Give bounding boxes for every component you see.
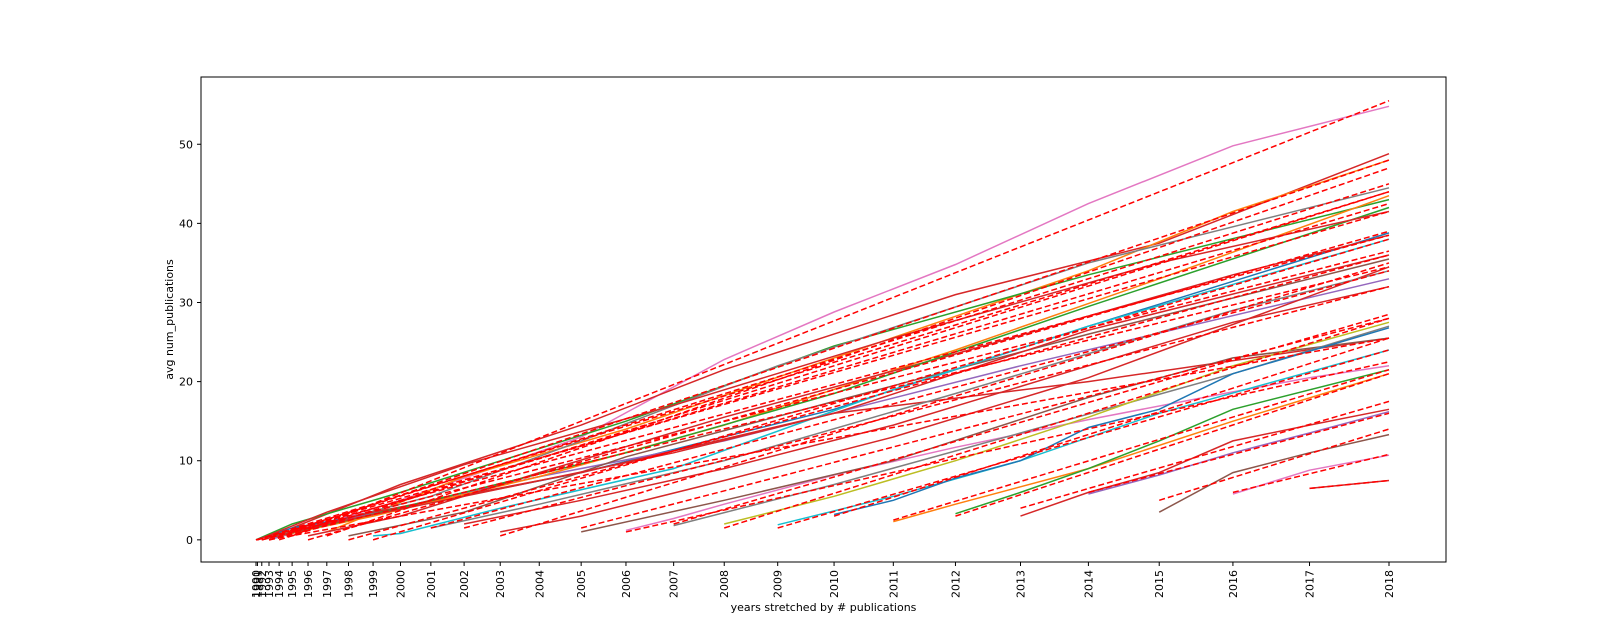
- series-line: [1158, 433, 1390, 513]
- x-tick-label: 2017: [1304, 570, 1317, 598]
- series-line: [257, 210, 1390, 541]
- y-tick-label: 20: [179, 376, 193, 389]
- series-line: [291, 153, 1390, 529]
- x-tick-label: 2004: [533, 570, 546, 598]
- fit-line: [255, 234, 1390, 541]
- x-tick-label: 2012: [949, 570, 962, 598]
- fit-line: [625, 361, 1390, 533]
- fit-line: [500, 262, 1390, 537]
- series-line: [833, 327, 1390, 516]
- y-tick-label: 10: [179, 455, 193, 468]
- x-tick-label: 2015: [1153, 570, 1166, 598]
- series-line: [373, 238, 1390, 537]
- fit-line: [1158, 428, 1390, 502]
- x-tick-label: 1997: [321, 570, 334, 598]
- fit-line: [430, 270, 1390, 529]
- y-axis: 0 10 20 30 40 50: [179, 138, 201, 547]
- x-tick-label: 2009: [772, 570, 785, 598]
- y-axis-label: avg num_publications: [163, 259, 176, 380]
- x-tick-label: 1992: [256, 570, 269, 598]
- fit-line: [291, 159, 1390, 533]
- series-line: [463, 285, 1390, 525]
- fit-line: [893, 369, 1390, 521]
- series-line: [500, 266, 1390, 533]
- fit-line: [268, 337, 1390, 541]
- series-line: [955, 368, 1390, 515]
- series-line: [261, 254, 1390, 541]
- fit-line: [833, 337, 1390, 517]
- series-line: [1232, 454, 1390, 495]
- series-line: [255, 198, 1390, 541]
- y-tick-label: 50: [179, 138, 193, 151]
- y-tick-label: 30: [179, 296, 193, 309]
- fit-line: [1309, 479, 1390, 490]
- x-tick-label: 2013: [1014, 570, 1027, 598]
- x-tick-label: 1995: [286, 570, 299, 598]
- x-tick-label: 1993: [263, 570, 276, 598]
- x-tick-label: 2011: [887, 570, 900, 598]
- y-tick-label: 0: [186, 534, 193, 547]
- fit-line: [955, 372, 1390, 517]
- fit-line: [257, 210, 1390, 541]
- fit-line: [291, 100, 1390, 537]
- x-tick-label: 2000: [395, 570, 408, 598]
- series-line: [348, 258, 1390, 537]
- fit-line: [1020, 400, 1390, 509]
- fit-layer: [255, 100, 1390, 541]
- fit-line: [261, 250, 1390, 541]
- fit-line: [777, 349, 1390, 529]
- x-tick-label: 2007: [668, 570, 681, 598]
- series-line: [1088, 410, 1390, 495]
- x-tick-label: 2002: [458, 570, 471, 598]
- fit-line: [724, 317, 1390, 529]
- fit-line: [463, 285, 1390, 529]
- fit-line: [307, 230, 1390, 541]
- series-line: [430, 270, 1390, 529]
- x-tick-label: 2005: [575, 570, 588, 598]
- y-tick-label: 40: [179, 217, 193, 230]
- series-line: [291, 105, 1390, 535]
- x-tick-label: 2003: [494, 570, 507, 598]
- series-line: [268, 337, 1390, 537]
- x-tick-label: 1999: [367, 570, 380, 598]
- series-line: [307, 234, 1390, 537]
- x-tick-label: 1998: [342, 570, 355, 598]
- x-tick-label: 1994: [273, 570, 286, 598]
- fit-line: [268, 266, 1390, 541]
- x-tick-label: 1991: [251, 570, 264, 598]
- fit-line: [1088, 412, 1390, 494]
- series-line: [724, 321, 1390, 525]
- x-tick-label: 2001: [425, 570, 438, 598]
- x-axis-label: years stretched by # publications: [731, 601, 917, 614]
- series-line: [581, 337, 1390, 533]
- plot-frame: [200, 76, 1447, 563]
- series-line: [625, 365, 1390, 532]
- x-tick-label: 2018: [1383, 570, 1396, 598]
- x-tick-label: 2010: [828, 570, 841, 598]
- fit-line: [268, 202, 1390, 541]
- x-tick-label: 2014: [1082, 570, 1095, 598]
- x-tick-label: 1996: [302, 570, 315, 598]
- fit-line: [372, 238, 1390, 541]
- fit-line: [261, 183, 1390, 541]
- x-tick-label: 2008: [718, 570, 731, 598]
- fit-line: [673, 313, 1390, 525]
- x-tick-label: 1990: [250, 570, 263, 598]
- x-tick-label: 2006: [620, 570, 633, 598]
- x-tick-label: 2016: [1227, 570, 1240, 598]
